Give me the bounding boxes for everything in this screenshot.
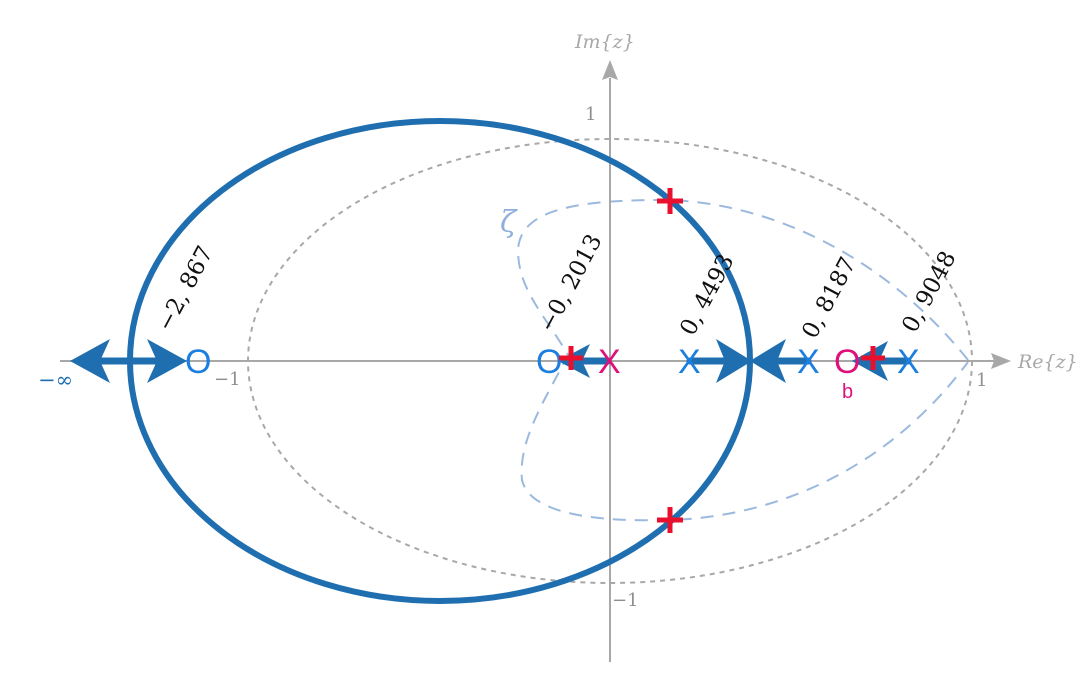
value-label-09048: 0, 9048 [897,247,961,337]
closed-loop-pole-upper [657,188,683,214]
zero-b: O [834,343,860,381]
arrow-breakaway-right [716,339,752,383]
zeta-label: ζ [500,205,518,240]
arrow-to-zero-minus-2867 [147,339,187,383]
arrow-to-zero-minus-02013 [558,344,590,378]
zero-minus-2867: O [185,343,211,381]
real-axis-arrow [991,353,1011,369]
y-tick-one: 1 [585,104,596,125]
imaginary-axis-arrow [602,60,618,80]
imaginary-axis-title: Im{z} [574,31,635,53]
value-label-minus-02013: −0, 2013 [534,230,607,337]
pole-04493: X [678,343,701,381]
pole-09048: X [897,343,920,381]
closed-loop-pole-real-left [559,346,583,370]
zero-b-label: b [842,381,853,403]
closed-loop-pole-lower [657,507,683,533]
value-label-08187: 0, 8187 [797,253,861,343]
closed-loop-pole-real-right [861,346,885,370]
arrow-to-minus-infinity [70,339,110,383]
x-tick-one: 1 [976,370,987,391]
value-label-04493: 0, 4493 [675,250,739,340]
damping-ratio-curve [516,198,969,522]
minus-infinity-label: −∞ [38,368,73,392]
pole-08187: X [797,343,820,381]
pole-origin: X [598,343,621,381]
arrow-to-zero-b [852,341,888,381]
zero-minus-02013: O [536,343,562,381]
y-tick-minus-one: −1 [612,590,639,611]
arrow-breakaway-left [750,339,786,383]
real-axis-title: Re{z} [1017,351,1078,373]
x-tick-minus-one: −1 [214,369,241,390]
